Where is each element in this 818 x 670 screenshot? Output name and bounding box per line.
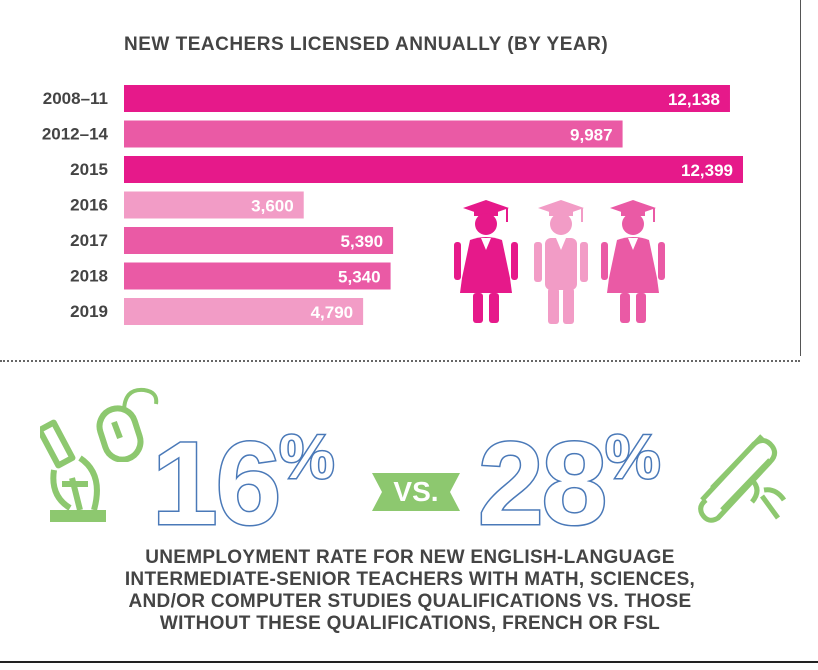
y-tick-label: 2017 [70,231,108,250]
stat-left-value: 16 [150,417,282,552]
data-label: 4,790 [311,303,354,322]
y-tick-label: 2008–11 [43,89,108,108]
graduate-male-icon [534,200,588,324]
bar-chart: 2008–11 12,138 2012–14 9,987 2015 12,399 2016 3… [42,85,743,325]
y-tick-label: 2018 [70,267,108,286]
graduates-illustration [454,200,665,324]
bar [124,227,394,254]
stat-left: 16% [150,416,336,552]
data-label: 5,390 [341,232,384,251]
graduate-female-icon [601,200,665,323]
stat-right: 28% [476,416,662,552]
description-line: WITHOUT THESE QUALIFICATIONS, FRENCH OR … [159,613,661,634]
bar [124,262,391,290]
description-line: UNEMPLOYMENT RATE FOR NEW ENGLISH-LANGUA… [145,547,675,568]
data-label: 9,987 [570,126,613,145]
stat-right-value: 28 [476,417,608,552]
chart-title: NEW TEACHERS LICENSED ANNUALLY (BY YEAR) [124,34,609,55]
bar [124,120,623,148]
y-tick-label: 2019 [70,302,108,321]
bar [124,191,304,219]
vs-label-wrap: VS. [372,473,460,511]
microscope-icon [40,419,106,522]
y-tick-label: 2012–14 [42,125,109,144]
vs-badge [372,473,460,511]
vs-label: VS. [393,476,439,507]
stat-description: UNEMPLOYMENT RATE FOR NEW ENGLISH-LANGUA… [40,547,780,635]
description-line: INTERMEDIATE-SENIOR TEACHERS WITH MATH, … [124,569,696,590]
bar [124,156,743,183]
bar [124,85,730,112]
computer-mouse-icon [96,387,159,462]
bar [124,298,364,325]
frame-bottom-border [0,661,818,663]
frame-right-border [800,0,801,356]
stat-left-percent: % [278,422,336,494]
diploma-scroll-icon [698,434,787,523]
data-label: 12,138 [668,90,720,109]
data-label: 3,600 [251,197,294,216]
section-divider [0,360,800,362]
description-line: AND/OR COMPUTER STUDIES QUALIFICATIONS V… [128,591,692,612]
stat-right-percent: % [604,422,662,494]
y-tick-label: 2015 [70,160,108,179]
data-label: 5,340 [338,268,381,287]
y-tick-label: 2016 [70,196,108,215]
graduate-female-icon [454,200,518,323]
data-label: 12,399 [681,161,733,180]
